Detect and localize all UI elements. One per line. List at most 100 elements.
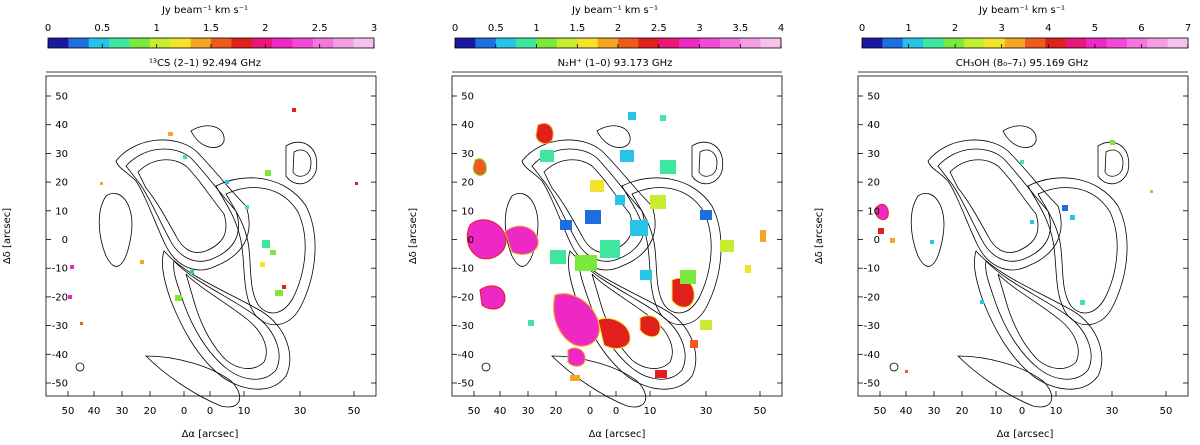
y-tick-label: -10 <box>864 264 880 275</box>
x-tick-label: 0 <box>613 406 619 417</box>
y-tick-label: -10 <box>52 264 68 275</box>
y-tick-label: 50 <box>55 92 68 103</box>
emission-patches <box>875 140 1153 373</box>
colorbar-swatch <box>455 38 476 48</box>
colorbar-swatch <box>1045 38 1067 48</box>
plot-frame <box>451 75 783 397</box>
colorbar-swatch <box>923 38 945 48</box>
colorbar-swatch <box>1106 38 1128 48</box>
y-tick-label: 0 <box>874 235 880 246</box>
y-tick-label: 50 <box>461 92 474 103</box>
y-tick-label: -30 <box>458 321 474 332</box>
colorbar-swatch <box>984 38 1006 48</box>
colorbar-swatch <box>536 38 558 48</box>
colorbar-frame <box>861 37 1189 49</box>
colorbar-swatch <box>495 38 517 48</box>
x-tick-label: 20 <box>144 406 157 417</box>
y-tick-label: -10 <box>458 264 474 275</box>
y-tick-label: 20 <box>461 178 474 189</box>
colorbar-swatch <box>312 38 334 48</box>
x-tick-label: 10 <box>644 406 657 417</box>
colorbar-tick-label: 6 <box>1138 23 1144 34</box>
colorbar-swatch <box>760 38 782 48</box>
panel-13cs: Jy beam⁻¹ km s⁻¹ 0 0.5 1 1.5 2 2.5 3 ¹³CS (2–1… <box>2 5 377 440</box>
y-tick-label: 50 <box>867 92 880 103</box>
colorbar-tick-label: 3 <box>371 23 377 34</box>
colorbar-tick-label: 2 <box>262 23 268 34</box>
y-tick-label: -50 <box>52 379 68 390</box>
x-tick-label: 40 <box>900 406 913 417</box>
beam-ellipse <box>75 362 85 372</box>
x-axis-label: Δα [arcsec] <box>182 429 239 440</box>
x-tick-labels: 50 40 30 20 0 0 10 30 50 <box>468 391 767 417</box>
x-tick-labels: 50 40 30 20 10 0 10 30 50 <box>874 391 1172 417</box>
colorbar-swatch <box>1025 38 1046 48</box>
colorbar-swatch <box>963 38 985 48</box>
x-tick-labels: 50 40 30 20 0 0 10 30 50 <box>62 391 360 417</box>
colorbar-swatch <box>618 38 639 48</box>
colorbar-tick-label: 0.5 <box>488 23 504 34</box>
y-tick-label: -40 <box>52 350 68 361</box>
panel-title: CH₃OH (8₀–7₁) 95.169 GHz <box>956 58 1089 69</box>
colorbar-swatch <box>1086 38 1108 48</box>
y-tick-labels: 50 40 30 20 10 0 -10 -20 -30 -40 -50 <box>46 92 376 390</box>
colorbar <box>48 38 375 48</box>
colorbar-ticks: 0 0.5 1 1.5 2 2.5 3 3.5 4 <box>452 23 784 48</box>
colorbar-swatch <box>902 38 924 48</box>
colorbar-label: Jy beam⁻¹ km s⁻¹ <box>978 5 1065 16</box>
colorbar-swatch <box>353 38 375 48</box>
x-tick-label: 50 <box>754 406 767 417</box>
colorbar-swatch <box>882 38 904 48</box>
y-tick-label: 40 <box>867 120 880 131</box>
x-tick-label: 50 <box>468 406 481 417</box>
plot-frame <box>857 75 1189 397</box>
panel-title: N₂H⁺ (1–0) 93.173 GHz <box>558 58 673 69</box>
x-tick-label: 30 <box>116 406 129 417</box>
colorbar-swatch <box>679 38 701 48</box>
colorbar-swatch <box>272 38 294 48</box>
x-tick-label: 20 <box>550 406 563 417</box>
y-tick-label: -40 <box>864 350 880 361</box>
y-tick-labels: 50 40 30 20 10 0 -10 -20 -30 -40 -50 <box>452 92 782 390</box>
colorbar-swatch <box>699 38 721 48</box>
colorbar-tick-label: 3 <box>696 23 702 34</box>
colorbar-tick-label: 1 <box>533 23 539 34</box>
colorbar-label: Jy beam⁻¹ km s⁻¹ <box>571 5 658 16</box>
y-tick-label: 0 <box>468 235 474 246</box>
colorbar-swatch <box>577 38 599 48</box>
panel-n2h: Jy beam⁻¹ km s⁻¹ 0 0.5 1 1.5 2 2.5 3 3.5 4 N₂H⁺ … <box>408 5 784 440</box>
y-tick-label: 40 <box>55 120 68 131</box>
colorbar-tick-label: 0 <box>45 23 51 34</box>
colorbar-tick-label: 0 <box>859 23 865 34</box>
y-tick-label: -50 <box>864 379 880 390</box>
x-tick-label: 30 <box>294 406 307 417</box>
x-tick-label: 10 <box>990 406 1003 417</box>
panel-ch3oh: Jy beam⁻¹ km s⁻¹ 0 1 2 3 4 5 6 7 CH₃OH (8₀–7₁) … <box>814 5 1191 440</box>
colorbar-tick-label: 5 <box>1092 23 1098 34</box>
colorbar-swatch <box>597 38 619 48</box>
colorbar-ticks: 0 0.5 1 1.5 2 2.5 3 <box>45 23 377 48</box>
x-axis-label: Δα [arcsec] <box>589 429 646 440</box>
x-tick-label: 10 <box>238 406 251 417</box>
colorbar-swatch <box>251 38 273 48</box>
colorbar-swatch <box>1167 38 1189 48</box>
colorbar-tick-label: 4 <box>1045 23 1051 34</box>
y-tick-label: -30 <box>864 321 880 332</box>
colorbar-tick-label: 4 <box>778 23 784 34</box>
x-tick-label: 40 <box>88 406 101 417</box>
y-tick-label: 10 <box>461 206 474 217</box>
colorbar-tick-label: 0 <box>452 23 458 34</box>
x-tick-label: 30 <box>522 406 535 417</box>
x-tick-label: 20 <box>956 406 969 417</box>
y-tick-labels: 50 40 30 20 10 0 -10 -20 -30 -40 -50 <box>858 92 1188 390</box>
colorbar-ticks: 0 1 2 3 4 5 6 7 <box>859 23 1191 48</box>
colorbar-swatch <box>333 38 355 48</box>
y-tick-label: -20 <box>52 292 68 303</box>
colorbar-swatch <box>658 38 680 48</box>
x-tick-label: 30 <box>928 406 941 417</box>
colorbar-swatch <box>48 38 69 48</box>
colorbar-swatch <box>1004 38 1026 48</box>
y-tick-label: -40 <box>458 350 474 361</box>
x-tick-label: 30 <box>700 406 713 417</box>
